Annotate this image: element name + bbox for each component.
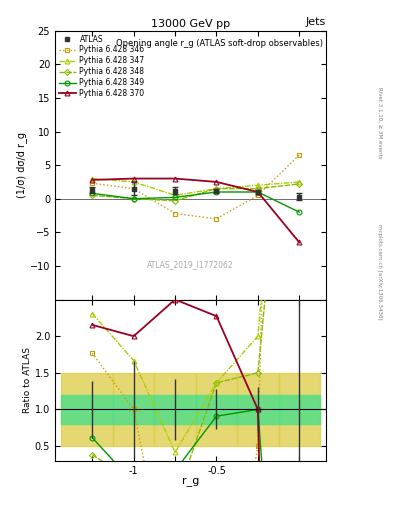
Text: ATLAS_2019_I1772062: ATLAS_2019_I1772062 bbox=[147, 260, 234, 269]
Text: Jets: Jets bbox=[306, 17, 326, 27]
Text: Rivet 3.1.10, ≥ 3M events: Rivet 3.1.10, ≥ 3M events bbox=[377, 87, 382, 159]
Title: 13000 GeV pp: 13000 GeV pp bbox=[151, 18, 230, 29]
Y-axis label: (1/σ) dσ/d r_g: (1/σ) dσ/d r_g bbox=[16, 132, 27, 198]
Legend: ATLAS, Pythia 6.428 346, Pythia 6.428 347, Pythia 6.428 348, Pythia 6.428 349, P: ATLAS, Pythia 6.428 346, Pythia 6.428 34… bbox=[57, 33, 146, 100]
Text: Opening angle r_g (ATLAS soft-drop observables): Opening angle r_g (ATLAS soft-drop obser… bbox=[116, 39, 323, 48]
Y-axis label: Ratio to ATLAS: Ratio to ATLAS bbox=[23, 347, 32, 413]
X-axis label: r_g: r_g bbox=[182, 477, 199, 487]
Text: mcplots.cern.ch [arXiv:1306.3436]: mcplots.cern.ch [arXiv:1306.3436] bbox=[377, 224, 382, 319]
